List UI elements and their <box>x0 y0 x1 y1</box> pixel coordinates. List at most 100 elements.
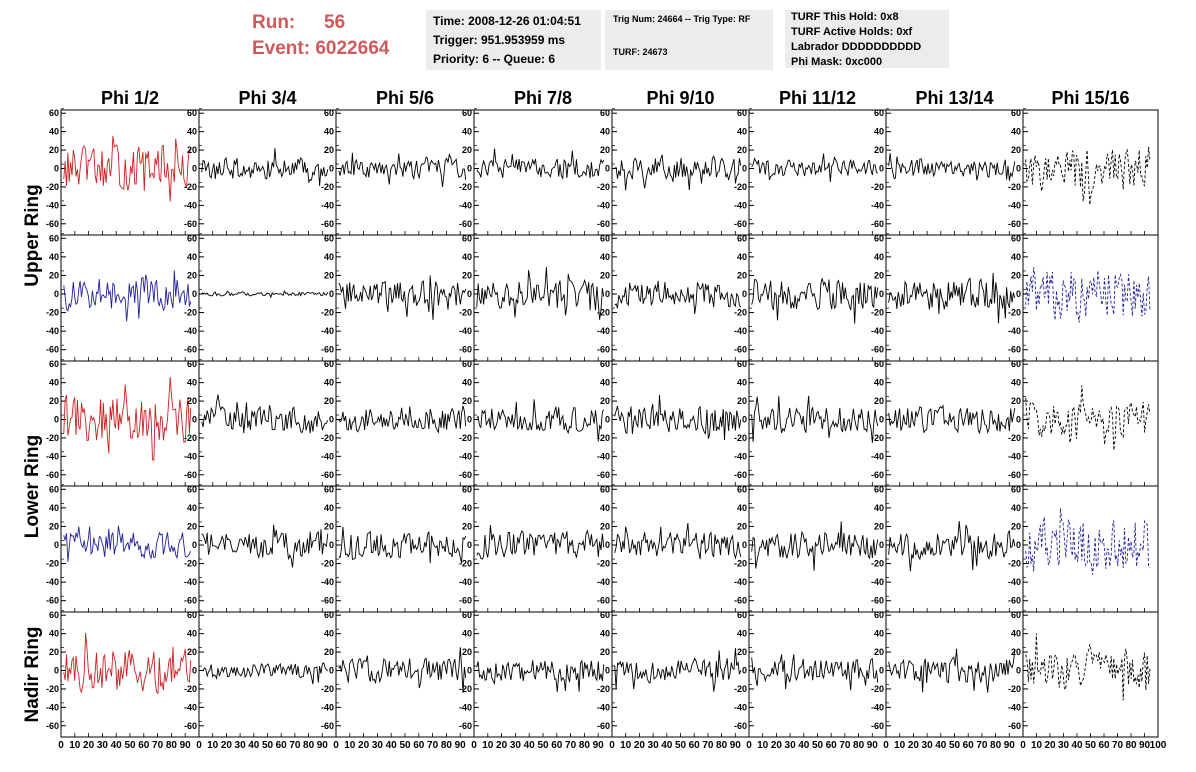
x-tick-label-c7-7: 70 <box>1112 740 1124 751</box>
y-tick-label-r4-c6-6: 60 <box>874 610 884 620</box>
x-tick-label-c4-2: 20 <box>634 740 646 751</box>
y-tick-label-r4-c3-0: -60 <box>459 721 472 731</box>
x-tick-label-c7-10: 100 <box>1150 740 1167 751</box>
waveform-r3-c5 <box>751 521 879 571</box>
y-tick-label-r0-c6-6: 60 <box>874 108 884 118</box>
y-tick-label-r3-c2-6: 60 <box>324 484 334 494</box>
y-tick-label-r1-c0-0: -60 <box>46 345 59 355</box>
y-tick-label-r1-c7-3: 0 <box>1016 289 1021 299</box>
x-tick-label-c7-5: 50 <box>1085 740 1097 751</box>
y-tick-label-r1-c3-4: 20 <box>462 270 472 280</box>
y-tick-label-r2-c1-5: 40 <box>187 378 197 388</box>
y-tick-label-r3-c2-5: 40 <box>324 503 334 513</box>
y-tick-label-r0-c5-0: -60 <box>734 219 747 229</box>
x-tick-label-c5-5: 50 <box>812 740 824 751</box>
y-tick-label-r1-c5-2: -20 <box>734 308 747 318</box>
y-tick-label-r3-c0-4: 20 <box>49 521 59 531</box>
waveform-r0-c2 <box>338 152 467 188</box>
y-tick-label-r1-c5-4: 20 <box>737 270 747 280</box>
y-tick-label-r0-c3-6: 60 <box>462 108 472 118</box>
y-tick-label-r4-c4-0: -60 <box>597 721 610 731</box>
trig-num-text: Trig Num: 24664 -- Trig Type: RF <box>613 14 751 24</box>
y-tick-label-r4-c0-0: -60 <box>46 721 59 731</box>
waveform-r1-c2 <box>338 275 467 320</box>
y-tick-label-r4-c7-6: 60 <box>1011 610 1021 620</box>
y-tick-label-r2-c7-5: 40 <box>1011 378 1021 388</box>
y-tick-label-r4-c3-1: -40 <box>459 702 472 712</box>
column-title-1: Phi 1/2 <box>101 88 159 108</box>
y-tick-label-r2-c3-3: 0 <box>467 415 472 425</box>
y-tick-label-r1-c7-0: -60 <box>1008 345 1021 355</box>
event-label: Event: <box>252 38 311 59</box>
column-title-4: Phi 7/8 <box>514 88 572 108</box>
column-title-8: Phi 15/16 <box>1051 88 1129 108</box>
y-tick-label-r3-c0-1: -40 <box>46 577 59 587</box>
x-tick-label-c2-1: 10 <box>344 740 356 751</box>
y-tick-label-r3-c5-4: 20 <box>737 521 747 531</box>
x-tick-label-c4-5: 50 <box>675 740 687 751</box>
x-tick-label-c3-8: 80 <box>579 740 591 751</box>
x-tick-label-c2-3: 30 <box>372 740 384 751</box>
x-tick-label-c3-7: 70 <box>565 740 577 751</box>
x-tick-label-c2-2: 20 <box>358 740 370 751</box>
y-tick-label-r4-c3-4: 20 <box>462 647 472 657</box>
waveform-r0-c4 <box>614 154 742 191</box>
waveform-r2-c2 <box>338 405 467 434</box>
y-tick-label-r3-c7-3: 0 <box>1016 540 1021 550</box>
y-tick-label-r2-c1-4: 20 <box>187 396 197 406</box>
labrador-text: Labrador DDDDDDDDDD <box>791 41 922 53</box>
panel-frame-r4-c0 <box>60 611 200 738</box>
y-tick-label-r0-c2-0: -60 <box>321 219 334 229</box>
y-tick-label-r3-c5-2: -20 <box>734 559 747 569</box>
y-tick-label-r2-c2-2: -20 <box>321 433 334 443</box>
waveform-r3-c4 <box>614 522 742 560</box>
y-tick-label-r1-c5-0: -60 <box>734 345 747 355</box>
y-tick-label-r1-c6-2: -20 <box>871 308 884 318</box>
y-tick-label-r4-c1-1: -40 <box>184 702 197 712</box>
y-tick-label-r3-c1-1: -40 <box>184 577 197 587</box>
x-tick-label-c6-0: 0 <box>883 740 889 751</box>
turf-hold-text: TURF This Hold: 0x8 <box>791 11 899 23</box>
y-tick-label-r4-c1-3: 0 <box>192 666 197 676</box>
x-tick-label-c6-8: 80 <box>990 740 1002 751</box>
y-tick-label-r2-c0-6: 60 <box>49 359 59 369</box>
y-tick-label-r0-c7-2: -20 <box>1008 182 1021 192</box>
y-tick-label-r3-c3-2: -20 <box>459 559 472 569</box>
waveform-r4-c4 <box>614 648 742 692</box>
y-tick-label-r1-c4-1: -40 <box>597 326 610 336</box>
y-tick-label-r2-c5-0: -60 <box>734 470 747 480</box>
x-tick-label-c3-2: 20 <box>496 740 508 751</box>
y-tick-label-r4-c3-3: 0 <box>467 666 472 676</box>
y-tick-label-r1-c6-4: 20 <box>874 270 884 280</box>
y-tick-label-r3-c5-5: 40 <box>737 503 747 513</box>
x-tick-label-c5-1: 10 <box>757 740 769 751</box>
x-tick-label-c0-8: 80 <box>166 740 178 751</box>
y-tick-label-r3-c0-2: -20 <box>46 559 59 569</box>
y-tick-label-r0-c0-2: -20 <box>46 182 59 192</box>
y-tick-label-r3-c3-1: -40 <box>459 577 472 587</box>
y-tick-label-r1-c5-1: -40 <box>734 326 747 336</box>
ring-label-3: Nadir Ring <box>22 626 43 722</box>
y-tick-label-r4-c4-2: -20 <box>597 684 610 694</box>
y-tick-label-r4-c0-4: 20 <box>49 647 59 657</box>
y-tick-label-r3-c1-5: 40 <box>187 503 197 513</box>
waveform-r4-c2 <box>338 647 467 693</box>
waveform-r4-c5 <box>751 654 879 691</box>
waveform-r2-c6 <box>888 404 1016 435</box>
waveform-r2-c3 <box>476 399 605 442</box>
waveform-r4-c1 <box>201 662 329 685</box>
y-tick-label-r0-c4-4: 20 <box>600 145 610 155</box>
waveform-r0-c1 <box>201 148 329 186</box>
y-tick-label-r0-c0-4: 20 <box>49 145 59 155</box>
waveform-r0-c5 <box>751 153 879 183</box>
x-tick-label-c2-4: 40 <box>386 740 398 751</box>
y-tick-label-r3-c0-3: 0 <box>54 540 59 550</box>
y-tick-label-r0-c5-3: 0 <box>742 164 747 174</box>
y-tick-label-r1-c6-6: 60 <box>874 233 884 243</box>
y-tick-label-r3-c6-1: -40 <box>871 577 884 587</box>
y-tick-label-r2-c1-3: 0 <box>192 415 197 425</box>
y-tick-label-r1-c1-5: 40 <box>187 252 197 262</box>
x-tick-label-c3-3: 30 <box>510 740 522 751</box>
y-tick-label-r0-c3-2: -20 <box>459 182 472 192</box>
y-tick-label-r3-c7-1: -40 <box>1008 577 1021 587</box>
